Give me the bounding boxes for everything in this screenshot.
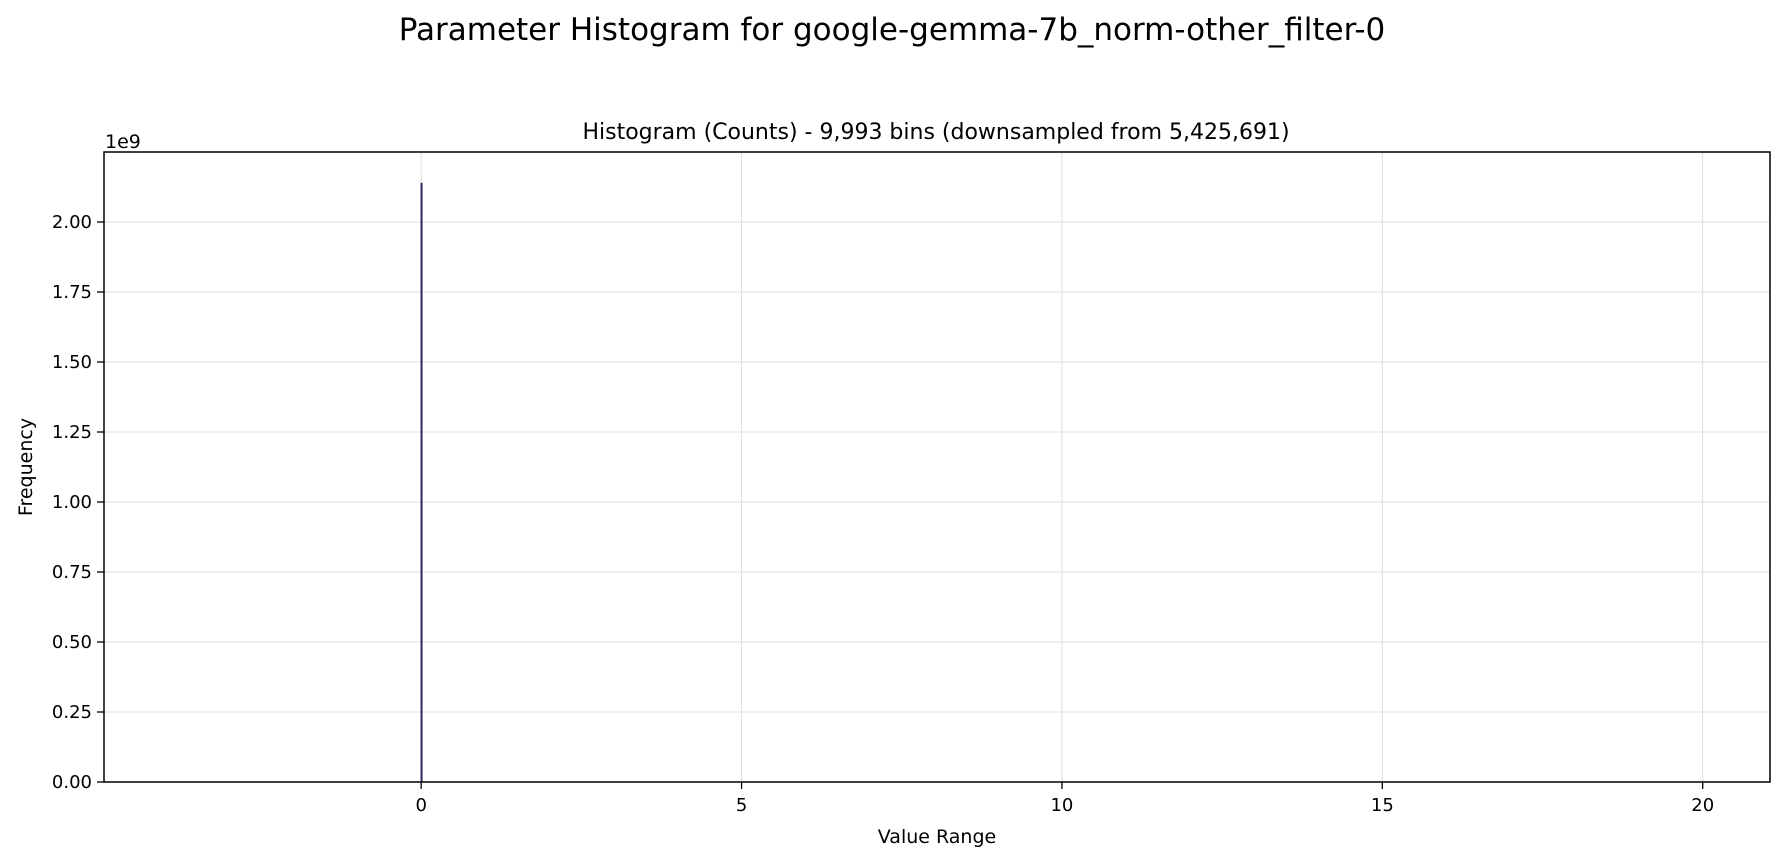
plot-area-frame — [103, 151, 1771, 783]
figure-suptitle: Parameter Histogram for google-gemma-7b_… — [399, 12, 1386, 48]
x-axis-ticks: 0 5 10 15 20 — [415, 782, 1714, 816]
y-tick-label: 2.00 — [52, 212, 92, 233]
y-tick-label: 1.75 — [52, 282, 92, 303]
y-axis-label: Frequency — [15, 418, 37, 516]
y-axis-ticks: 0.00 0.25 0.50 0.75 1.00 1.25 1.50 1.75 2.00 — [52, 212, 104, 793]
y-tick-label: 1.25 — [52, 422, 92, 443]
x-tick-label: 15 — [1371, 795, 1394, 816]
histogram-bar — [420, 182, 423, 783]
x-tick-label: 5 — [736, 795, 747, 816]
y-tick-label: 0.50 — [52, 632, 92, 653]
x-tick-label: 0 — [415, 795, 426, 816]
x-tick-label: 10 — [1050, 795, 1073, 816]
y-axis-offset-label: 1e9 — [105, 131, 141, 153]
y-tick-label: 0.25 — [52, 702, 92, 723]
chart-title: Histogram (Counts) - 9,993 bins (downsam… — [582, 120, 1289, 145]
y-tick-label: 1.00 — [52, 492, 92, 513]
grid-lines — [104, 152, 1770, 783]
x-tick-label: 20 — [1691, 795, 1714, 816]
y-tick-label: 0.00 — [52, 772, 92, 793]
x-axis-label: Value Range — [878, 826, 996, 848]
histogram-bars — [420, 182, 423, 783]
y-tick-label: 0.75 — [52, 562, 92, 583]
y-tick-label: 1.50 — [52, 352, 92, 373]
